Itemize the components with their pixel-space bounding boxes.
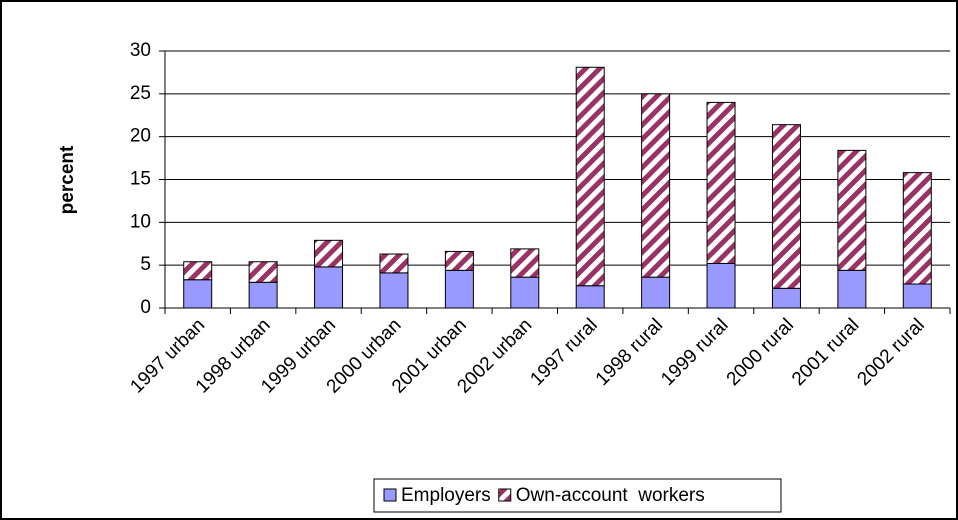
bar-segment <box>575 66 605 287</box>
y-axis-label: percent <box>57 145 78 214</box>
y-tick-label: 15 <box>130 169 151 190</box>
bar-segment <box>641 276 671 309</box>
bar-segment <box>379 253 409 274</box>
bar-segment <box>837 149 867 271</box>
bar-segment <box>902 283 932 309</box>
bar-segment <box>641 93 671 278</box>
bar-segment <box>771 124 801 289</box>
bar-segment <box>183 261 213 281</box>
legend-swatch <box>498 488 512 502</box>
bar-segment <box>902 172 932 285</box>
y-tick-label: 20 <box>130 126 151 147</box>
legend-label: Employers <box>401 485 491 506</box>
y-tick-label: 5 <box>140 254 151 275</box>
bar-segment <box>510 248 540 278</box>
y-tick-label: 10 <box>130 211 151 232</box>
bar-segment <box>248 281 278 309</box>
bar-segment <box>444 269 474 309</box>
bar-segment <box>379 272 409 309</box>
bar-segment <box>510 276 540 309</box>
legend-swatch <box>383 488 397 502</box>
bar-segment <box>575 285 605 309</box>
legend-label: Own-account workers <box>516 485 705 506</box>
bar-segment <box>314 239 344 268</box>
bar-segment <box>771 287 801 309</box>
bar-segment <box>444 250 474 271</box>
y-tick-label: 30 <box>130 40 151 61</box>
y-tick-label: 25 <box>130 83 151 104</box>
bar-segment <box>314 266 344 309</box>
bar-segment <box>837 269 867 309</box>
bar-segment <box>183 279 213 309</box>
bar-segment <box>706 101 736 264</box>
legend-box <box>373 478 782 513</box>
y-tick-label: 0 <box>140 297 151 318</box>
bar-segment <box>706 262 736 309</box>
bar-segment <box>248 261 278 283</box>
